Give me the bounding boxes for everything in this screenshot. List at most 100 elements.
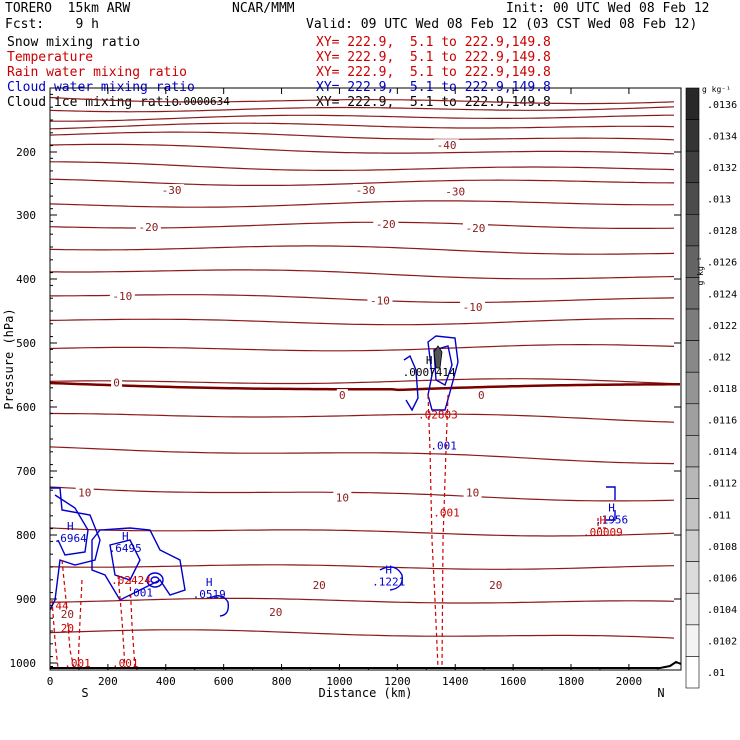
maximum-value: .0519 (193, 588, 226, 601)
isotherm-label-bg (159, 184, 185, 197)
isotherm-label: 10 (466, 486, 479, 499)
isotherm-label-bg (336, 389, 348, 402)
colorbar-swatch (685, 340, 700, 373)
maximum-value: .1221 (372, 575, 405, 588)
zero-isotherm (49, 381, 680, 392)
maximum-value: .00009 (583, 526, 623, 539)
colorbar-swatch (685, 466, 700, 499)
colorbar-swatch (685, 529, 700, 562)
colorbar-swatch (685, 498, 700, 531)
isotherm-line (49, 143, 675, 155)
colorbar-level-label: .011 (707, 510, 731, 521)
rain-water-contour (61, 559, 75, 669)
isotherm-label-bg (333, 491, 352, 504)
isotherm-label-bg (475, 389, 487, 402)
model-title: TORERO 15km ARW (5, 1, 131, 16)
isotherm-line (49, 122, 675, 130)
colorbar-swatch (685, 308, 700, 341)
colorbar-swatch (685, 119, 700, 152)
isotherm-label: 20 (269, 606, 282, 619)
maximum-marker: H (122, 530, 129, 543)
init-time: Init: 00 UTC Wed 08 Feb 12 (506, 1, 710, 16)
y-tick-label: 1000 (10, 657, 37, 670)
legend-snow-name: Snow mixing ratio (7, 35, 141, 50)
contour-value-label: .001 (430, 439, 457, 452)
isotherm-label-bg (373, 218, 399, 231)
cloud-water-contour (109, 539, 141, 581)
colorbar-level-label: .0118 (707, 384, 737, 395)
isotherm-label-bg (460, 300, 486, 313)
isotherm-line (49, 106, 675, 113)
isotherm-label: 10 (78, 486, 91, 499)
isotherm-line (49, 344, 675, 352)
rain-water-contour (77, 579, 83, 669)
isotherm-label-bg (266, 606, 285, 619)
y-tick-label: 900 (16, 593, 36, 606)
isotherm-line (49, 446, 675, 465)
maximum-value: .0007414 (403, 366, 456, 379)
x-axis-label: Distance (km) (319, 686, 413, 700)
isotherm-label: 20 (313, 579, 326, 592)
isotherm-label: 0 (339, 389, 346, 402)
cloud-water-contour (427, 335, 459, 411)
labels-layer: -40 -30 -30 -30 -20 -20 -20 -10 -10 -10 0 0 0 10 10 10 2… (49, 95, 628, 670)
isotherm-line (49, 178, 675, 186)
colorbar-level-label: .012 (707, 352, 731, 363)
colorbar-swatch (685, 624, 700, 657)
cloud-water-contour (403, 354, 419, 412)
colorbar-level-label: .0104 (707, 605, 737, 616)
cloud-water-contour (606, 486, 616, 521)
colorbar-level-label: .0126 (707, 258, 737, 269)
colorbar-level-label: .0122 (707, 321, 737, 332)
colorbar-units: g kg⁻¹ (702, 85, 731, 94)
isotherm-label: 0 (113, 376, 120, 389)
colorbar-level-label: .0132 (707, 163, 737, 174)
maximum-marker: H (206, 576, 213, 589)
cloud-water-contour (146, 572, 164, 588)
maximum-marker: H (67, 520, 74, 533)
isotherm-label: -20 (376, 218, 396, 231)
x-tick-label: 2000 (616, 675, 643, 688)
isotherm-line (50, 161, 675, 171)
isotherm-label: -40 (437, 139, 457, 152)
rain-water-contour (129, 579, 136, 669)
colorbar-swatch (685, 656, 700, 689)
isotherm-label: -10 (112, 290, 132, 303)
colorbar-level-label: .0108 (707, 542, 737, 553)
x-tick-label: 1200 (384, 675, 411, 688)
colorbar: .0136 .0134 .0132 .013 .0128 .0126 .0124 .0122.… (685, 85, 737, 689)
contour-value-label: .001 (433, 507, 460, 520)
legend-temp-xy: XY= 222.9, 5.1 to 222.9,149.8 (316, 50, 551, 65)
isotherm-label: 10 (336, 492, 349, 505)
isotherm-line (49, 486, 675, 502)
isotherm-label-bg (353, 184, 378, 197)
colorbar-swatch (685, 182, 700, 215)
colorbar-swatch (685, 150, 700, 184)
isotherm-line (49, 131, 675, 141)
rain-water-contour (441, 394, 449, 669)
isotherm-label-bg (109, 289, 135, 302)
x-tick-label: 1000 (326, 675, 353, 688)
rain-water-contour (117, 574, 126, 669)
colorbar-level-label: .0128 (707, 226, 737, 237)
colorbar-level-label: .0116 (707, 416, 737, 427)
isotherm-label-bg (135, 220, 161, 233)
isotherm-label: -30 (162, 184, 182, 197)
x-tick-label: 1600 (500, 675, 527, 688)
legend-temp-name: Temperature (7, 50, 94, 65)
isotherm-label-bg (75, 486, 94, 499)
isotherm-label: 20 (489, 579, 502, 592)
colorbar-level-label: .0102 (707, 637, 737, 648)
x-end-right: N (657, 686, 664, 700)
colorbar-swatch (685, 371, 700, 405)
y-tick-label: 300 (16, 209, 36, 222)
contour-value-label: 20 (61, 622, 74, 635)
maximum-value: .6964 (54, 532, 87, 545)
isotherm-line (49, 564, 675, 570)
colorbar-swatch (685, 87, 700, 120)
isotherm-line (50, 294, 675, 303)
contour-value-label: .02424 (111, 574, 151, 587)
org-label: NCAR/MMM (232, 1, 295, 16)
isotherm-label: -10 (370, 294, 390, 307)
